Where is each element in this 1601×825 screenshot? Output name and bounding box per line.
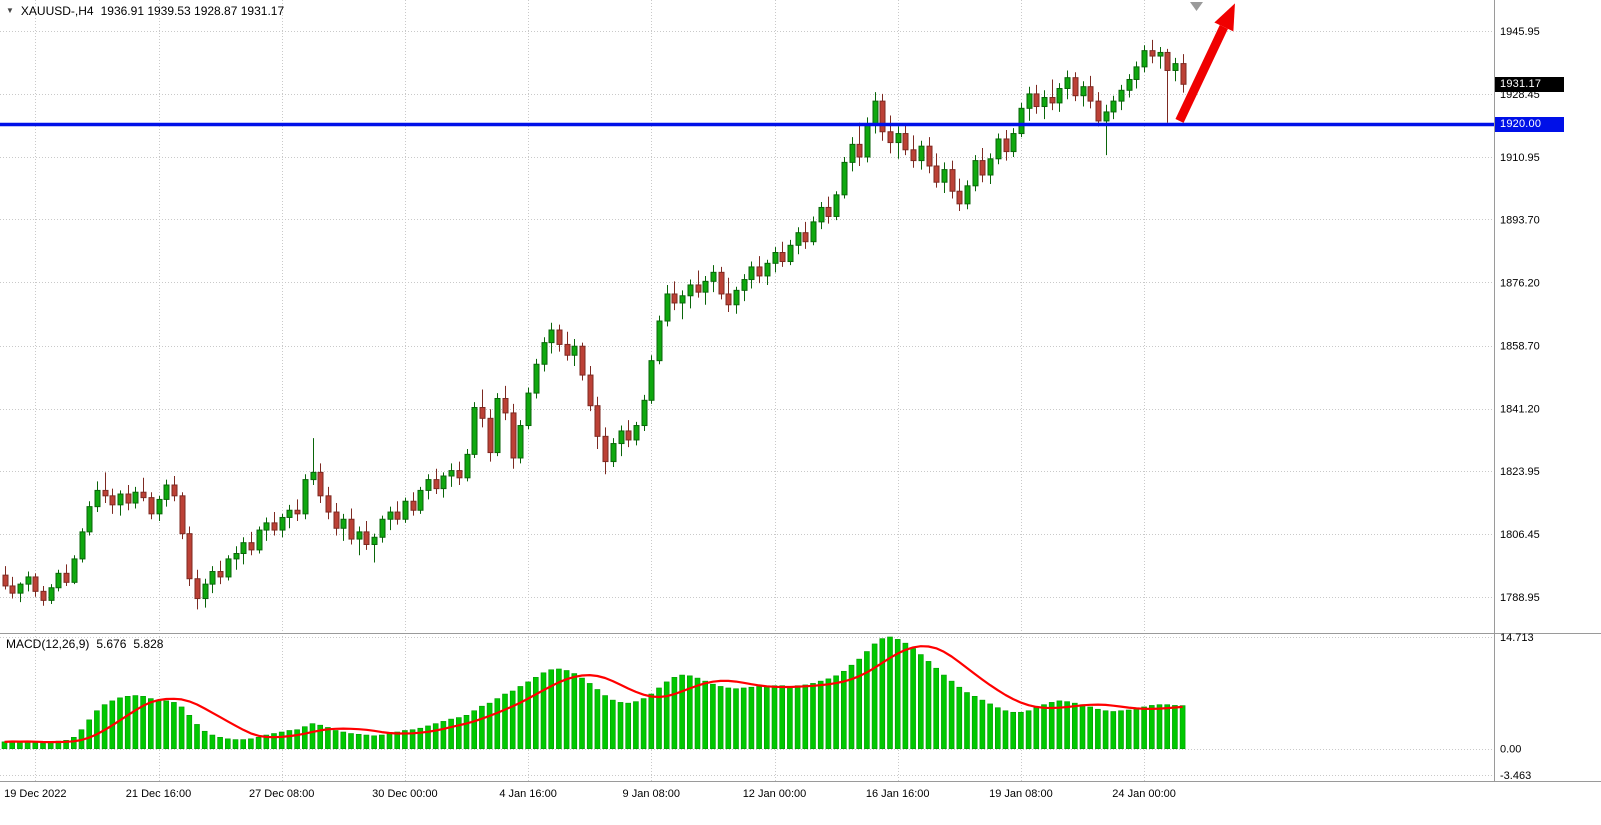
macd-name-label: MACD(12,26,9) xyxy=(6,637,90,651)
price-tick-label: 1841.20 xyxy=(1500,404,1540,416)
trend-arrow-shaft xyxy=(1175,25,1228,123)
price-tick-label: 1928.45 xyxy=(1500,89,1540,101)
time-tick-label: 9 Jan 08:00 xyxy=(623,788,681,800)
time-tick-label: 12 Jan 00:00 xyxy=(743,788,807,800)
macd-main-value: 5.676 xyxy=(96,637,127,651)
price-tick-label: 1876.20 xyxy=(1500,277,1540,289)
macd-histogram xyxy=(1,636,1186,750)
current-price-tag: 1931.17 xyxy=(1495,76,1564,92)
price-tick-label: 1945.95 xyxy=(1500,26,1540,38)
time-scale[interactable] xyxy=(0,782,1601,825)
time-tick-label: 4 Jan 16:00 xyxy=(499,788,557,800)
macd-indicator-label: MACD(12,26,9) 5.676 5.828 xyxy=(6,637,163,651)
time-tick-label: 16 Jan 16:00 xyxy=(866,788,930,800)
chart-shift-marker-icon xyxy=(1190,2,1203,11)
macd-signal-line xyxy=(4,645,1183,744)
time-tick-label: 21 Dec 16:00 xyxy=(126,788,191,800)
price-tick-label: 1823.95 xyxy=(1500,466,1540,478)
macd-tick-label: 0.00 xyxy=(1500,744,1521,756)
one-click-trading-toggle-icon[interactable]: ▼ xyxy=(6,6,14,15)
macd-tick-label: -3.463 xyxy=(1500,770,1531,782)
chart-header: ▼ XAUUSD-,H4 1936.91 1939.53 1928.87 193… xyxy=(6,4,284,18)
gridlines xyxy=(0,0,1494,781)
price-tick-label: 1788.95 xyxy=(1500,592,1540,604)
hline-price-tag[interactable]: 1920.00 xyxy=(1495,117,1564,133)
time-tick-label: 30 Dec 00:00 xyxy=(372,788,437,800)
price-tick-label: 1858.70 xyxy=(1500,341,1540,353)
macd-tick-label: 14.713 xyxy=(1500,632,1534,644)
candles xyxy=(2,39,1187,610)
price-tick-label: 1893.70 xyxy=(1500,214,1540,226)
time-tick-label: 24 Jan 00:00 xyxy=(1112,788,1176,800)
trend-arrow-head xyxy=(1214,3,1235,32)
time-tick-label: 27 Dec 08:00 xyxy=(249,788,314,800)
time-tick-label: 19 Jan 08:00 xyxy=(989,788,1053,800)
ohlc-values-label: 1936.91 1939.53 1928.87 1931.17 xyxy=(100,4,285,18)
symbol-period-label: XAUUSD-,H4 xyxy=(20,4,94,18)
price-tick-label: 1910.95 xyxy=(1500,152,1540,164)
price-tick-label: 1806.45 xyxy=(1500,529,1540,541)
time-tick-label: 19 Dec 2022 xyxy=(4,788,66,800)
macd-signal-value: 5.828 xyxy=(133,637,164,651)
